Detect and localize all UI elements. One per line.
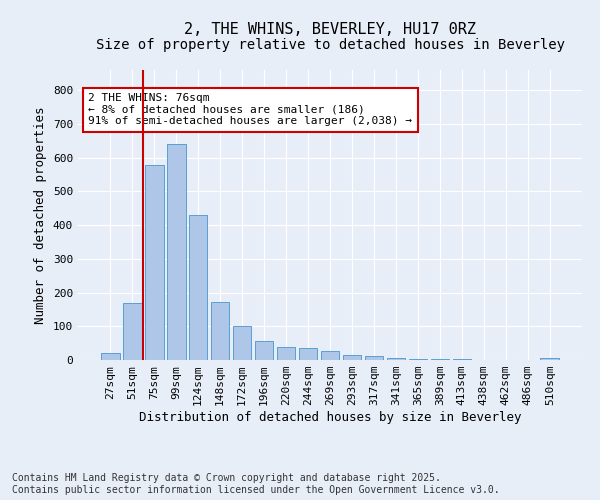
Bar — [167, 144, 185, 360]
Bar — [123, 302, 142, 360]
Bar — [409, 359, 427, 360]
X-axis label: Distribution of detached houses by size in Beverley: Distribution of detached houses by size … — [139, 411, 521, 424]
Text: Contains HM Land Registry data © Crown copyright and database right 2025.
Contai: Contains HM Land Registry data © Crown c… — [12, 474, 500, 495]
Bar — [211, 302, 229, 360]
Bar — [386, 358, 405, 360]
Bar — [255, 342, 274, 360]
Y-axis label: Number of detached properties: Number of detached properties — [34, 106, 47, 324]
Bar — [541, 358, 559, 360]
Text: 2 THE WHINS: 76sqm
← 8% of detached houses are smaller (186)
91% of semi-detache: 2 THE WHINS: 76sqm ← 8% of detached hous… — [88, 93, 412, 126]
Bar — [101, 354, 119, 360]
Bar — [189, 215, 208, 360]
Bar — [145, 165, 164, 360]
Bar — [365, 356, 383, 360]
Text: 2, THE WHINS, BEVERLEY, HU17 0RZ: 2, THE WHINS, BEVERLEY, HU17 0RZ — [184, 22, 476, 38]
Bar — [320, 350, 340, 360]
Bar — [277, 346, 295, 360]
Bar — [299, 348, 317, 360]
Bar — [233, 326, 251, 360]
Text: Size of property relative to detached houses in Beverley: Size of property relative to detached ho… — [95, 38, 565, 52]
Bar — [343, 355, 361, 360]
